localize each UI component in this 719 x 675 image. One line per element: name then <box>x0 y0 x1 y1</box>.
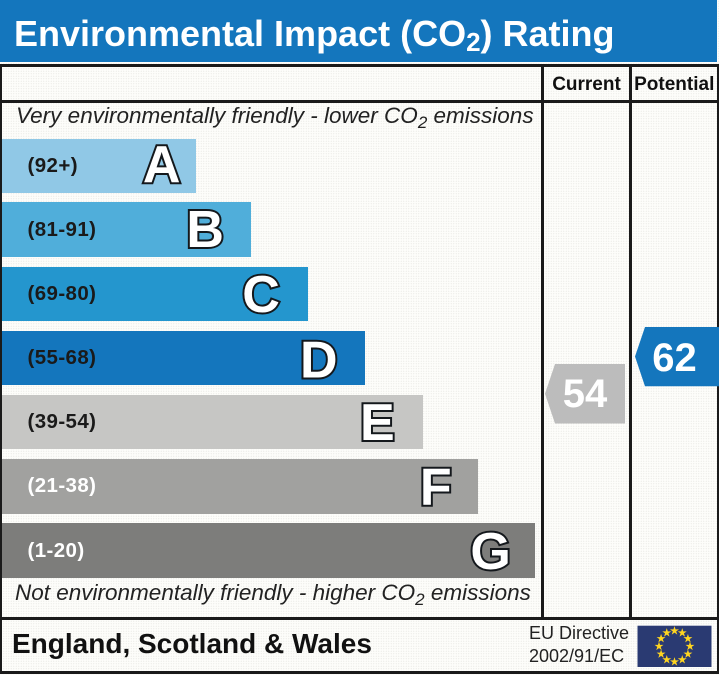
svg-text:C: C <box>242 266 280 324</box>
svg-text:62: 62 <box>652 336 697 380</box>
svg-text:B: B <box>186 201 224 259</box>
svg-text:F: F <box>420 459 452 517</box>
svg-text:G: G <box>470 523 510 581</box>
svg-text:D: D <box>300 332 338 390</box>
svg-text:E: E <box>360 394 395 452</box>
svg-text:54: 54 <box>563 372 608 416</box>
svg-text:A: A <box>143 136 181 194</box>
